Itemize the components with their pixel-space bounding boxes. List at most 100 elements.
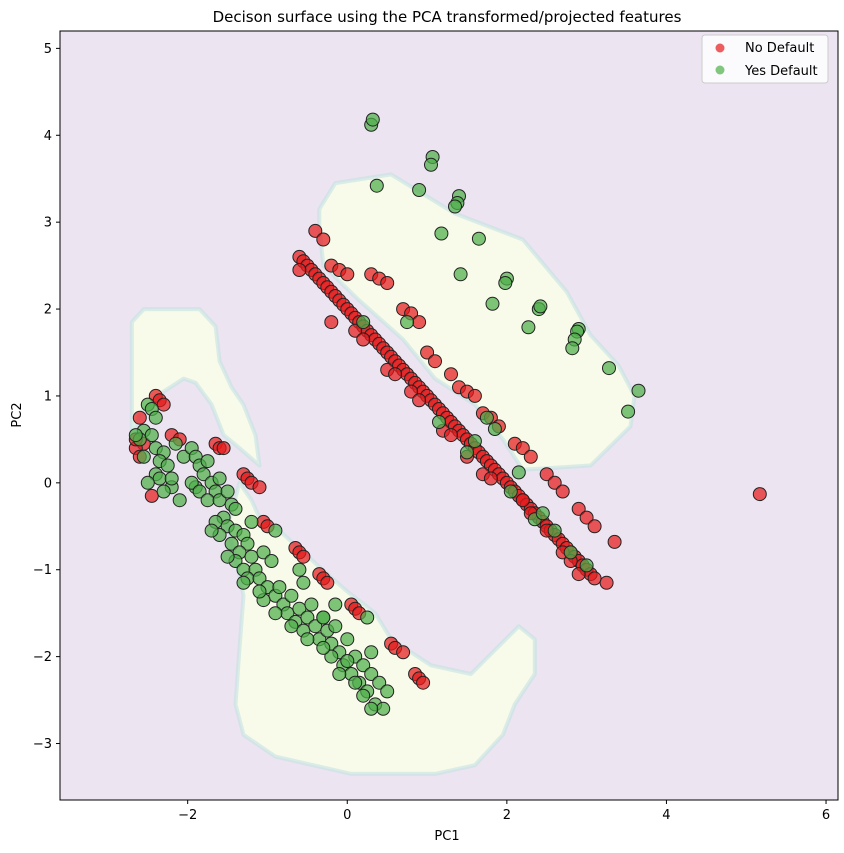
x-axis: −2 0 2 4 6 <box>178 800 830 823</box>
data-point <box>380 684 395 699</box>
data-point <box>400 315 415 330</box>
data-point <box>308 619 323 634</box>
data-point <box>304 597 319 612</box>
data-point <box>444 428 458 443</box>
data-point <box>172 493 187 508</box>
data-point <box>292 263 307 277</box>
data-point <box>296 575 311 590</box>
data-point <box>602 361 616 376</box>
data-point <box>164 471 179 486</box>
x-tick-label: 0 <box>343 808 351 823</box>
y-tick-label: 4 <box>44 129 52 144</box>
data-point <box>412 393 427 408</box>
data-point <box>156 397 171 412</box>
data-point <box>515 441 530 456</box>
data-point <box>160 458 175 473</box>
data-point <box>256 545 271 560</box>
data-point <box>316 232 331 247</box>
data-point <box>444 367 458 382</box>
data-point <box>356 658 371 673</box>
data-point <box>340 654 355 668</box>
data-point <box>579 558 594 573</box>
y-tick-label: 5 <box>44 42 52 57</box>
data-point <box>587 571 602 586</box>
data-point <box>547 523 562 538</box>
data-point <box>448 199 462 214</box>
data-point <box>328 619 343 634</box>
data-point <box>136 449 151 464</box>
legend-marker-no-default <box>715 43 725 53</box>
data-point <box>483 471 498 486</box>
data-point <box>332 667 347 681</box>
data-point <box>547 475 562 490</box>
y-tick-label: 1 <box>44 389 52 404</box>
y-tick-label: 3 <box>44 216 52 231</box>
data-point <box>571 501 586 516</box>
data-point <box>348 675 363 690</box>
data-point <box>416 675 431 690</box>
data-point <box>316 610 331 625</box>
data-point <box>404 384 419 399</box>
data-point <box>252 584 267 599</box>
x-tick-label: 4 <box>662 808 670 823</box>
data-point <box>412 315 427 330</box>
x-axis-label: PC1 <box>434 829 459 844</box>
data-point <box>140 475 155 490</box>
data-point <box>396 645 411 660</box>
data-point <box>388 367 403 382</box>
data-point <box>380 276 395 290</box>
data-point <box>621 404 636 419</box>
data-point <box>485 296 500 311</box>
data-point <box>144 488 159 503</box>
data-point <box>316 640 331 655</box>
data-point <box>324 649 339 664</box>
data-point <box>148 410 163 425</box>
data-point <box>284 588 299 603</box>
data-point <box>204 523 219 538</box>
data-point <box>236 575 251 590</box>
data-point <box>515 493 530 508</box>
legend-box <box>701 34 829 84</box>
data-point <box>308 223 323 238</box>
data-point <box>212 471 227 486</box>
data-point <box>376 701 391 716</box>
data-point <box>587 519 602 534</box>
data-point <box>364 645 379 660</box>
data-point <box>511 465 526 480</box>
data-point <box>228 501 243 516</box>
data-point <box>364 701 379 716</box>
series-no-default <box>128 223 767 690</box>
chart-title: Decison surface using the PCA transforme… <box>213 8 682 26</box>
data-point <box>348 323 363 338</box>
y-tick-label: −3 <box>33 737 52 752</box>
plot-frame <box>59 30 839 801</box>
y-axis: −3 −2 −1 0 1 2 3 4 5 <box>33 42 60 752</box>
data-point <box>152 471 167 486</box>
data-point <box>498 276 513 290</box>
data-point <box>252 480 267 495</box>
data-point <box>264 554 279 568</box>
series-yes-default <box>128 112 646 716</box>
data-point <box>324 315 339 330</box>
data-point <box>300 610 315 625</box>
data-point <box>479 410 494 425</box>
data-point <box>420 345 435 360</box>
data-point <box>244 549 259 564</box>
legend: No Default Yes Default <box>701 34 829 84</box>
data-point <box>555 484 570 499</box>
data-point <box>296 549 311 564</box>
data-point <box>212 493 227 508</box>
x-tick-label: 2 <box>503 808 511 823</box>
data-point <box>752 487 767 502</box>
data-point <box>503 484 518 499</box>
data-point <box>272 580 287 595</box>
data-point <box>631 383 646 398</box>
data-point <box>579 510 594 525</box>
data-point <box>467 434 482 449</box>
data-point <box>453 267 468 282</box>
data-point <box>200 493 215 508</box>
data-point <box>563 545 578 560</box>
data-point <box>284 619 299 634</box>
data-point <box>460 445 474 460</box>
